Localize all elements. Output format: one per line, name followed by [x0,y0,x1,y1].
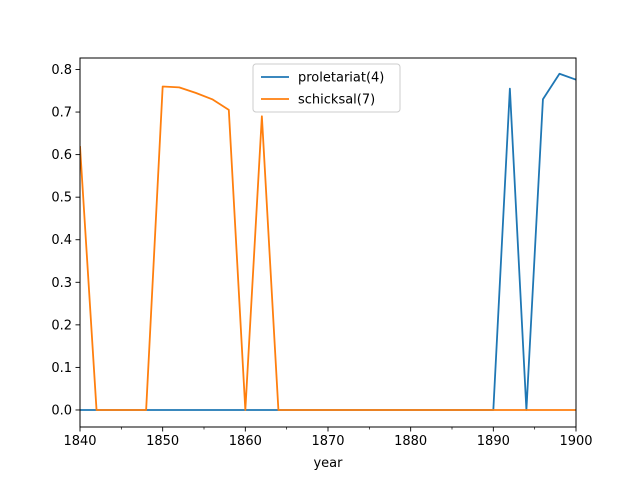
legend-label: proletariat(4) [298,71,384,86]
y-tick-label: 0.8 [51,63,72,78]
y-tick-label: 0.1 [51,361,72,376]
y-tick-label: 0.4 [51,233,72,248]
y-tick-label: 0.7 [51,106,72,121]
legend-box [252,63,401,113]
y-tick-label: 0.3 [51,276,72,291]
y-tick-label: 0.5 [51,191,72,206]
x-tick-label: 1890 [477,434,510,449]
x-tick-label: 1880 [394,434,427,449]
x-tick-label: 1870 [311,434,344,449]
legend: proletariat(4) schicksal(7) [252,63,401,113]
y-tick-label: 0.6 [51,148,72,163]
y-axis: 0.0 0.1 0.2 0.3 0.4 0.5 0.6 0.7 0.8 [51,63,80,418]
x-tick-label: 1850 [146,434,179,449]
x-axis-label: year [313,456,343,471]
x-tick-label: 1900 [559,434,592,449]
y-tick-label: 0.0 [51,403,72,418]
y-tick-label: 0.2 [51,318,72,333]
series-line-2 [80,85,576,411]
legend-label: schicksal(7) [298,93,375,108]
x-tick-label: 1860 [229,434,262,449]
x-axis: 1840 1850 1860 1870 1880 1890 1900 [63,427,593,449]
x-tick-label: 1840 [63,434,96,449]
series-layer [80,72,576,411]
